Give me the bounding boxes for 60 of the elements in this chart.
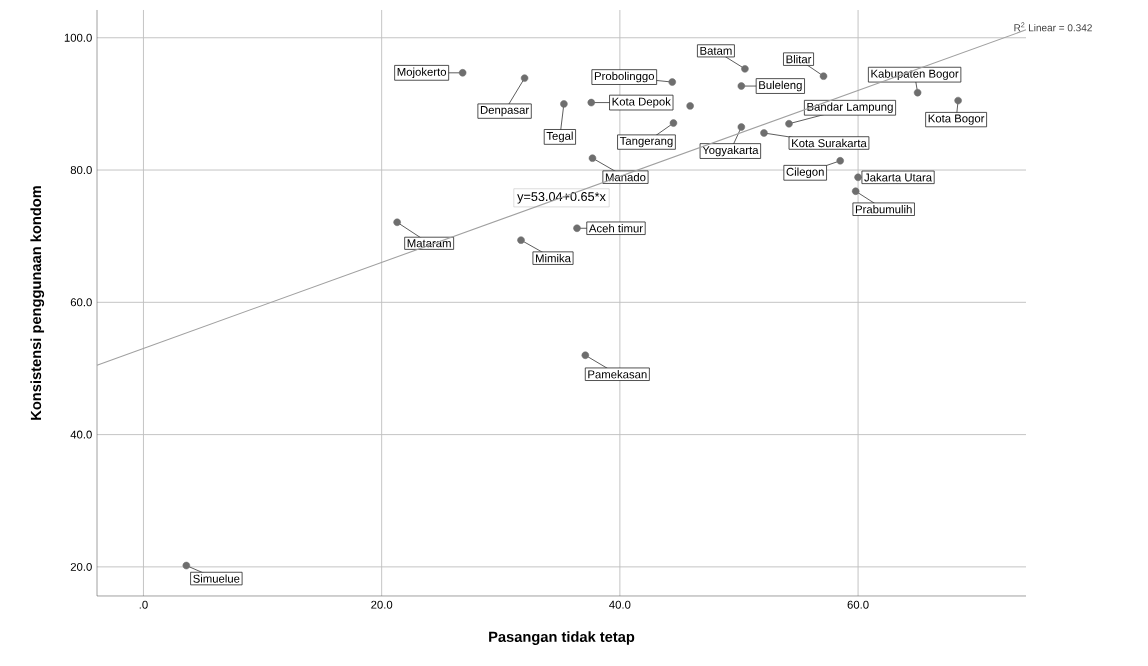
series-label: R$^{2}$ Linear = 0.342 bbox=[1014, 22, 1092, 32]
annotation: Kota Bogor bbox=[928, 114, 985, 125]
annotation: Bandar Lampung bbox=[807, 102, 893, 114]
y-axis-title: Konsistensi penggunaan kondom bbox=[30, 186, 45, 420]
point bbox=[760, 129, 768, 137]
point bbox=[587, 98, 596, 107]
annotation: Probolinggo bbox=[594, 71, 655, 83]
point bbox=[182, 561, 191, 570]
point bbox=[393, 218, 401, 227]
y-tick-label: 100.0 bbox=[64, 33, 92, 42]
y-tick-label: 20.0 bbox=[70, 562, 92, 571]
point bbox=[669, 119, 678, 127]
annotation: Blitar bbox=[786, 54, 812, 64]
point bbox=[836, 157, 844, 165]
annotation: Manado bbox=[605, 172, 646, 182]
annotation: Denpasar bbox=[480, 106, 529, 117]
point bbox=[581, 351, 590, 359]
x-tick-label: 20.0 bbox=[371, 600, 393, 609]
annotation: Simuelue bbox=[193, 574, 240, 583]
point bbox=[517, 236, 525, 244]
point bbox=[737, 123, 746, 131]
point bbox=[520, 74, 529, 82]
point bbox=[851, 187, 860, 195]
point bbox=[560, 100, 568, 108]
point bbox=[458, 69, 467, 77]
point bbox=[785, 120, 793, 128]
annotation: Cilegon bbox=[786, 167, 824, 179]
annotation: Tangerang bbox=[619, 137, 673, 148]
annotation: Aceh timur bbox=[588, 224, 643, 233]
point bbox=[819, 72, 828, 80]
annotation: Prabumulih bbox=[855, 205, 912, 214]
annotation: Pamekasan bbox=[588, 370, 647, 379]
point bbox=[913, 88, 922, 97]
annotation: Kabupaten Bogor bbox=[871, 69, 959, 80]
point bbox=[954, 96, 962, 105]
x-tick-label: .0 bbox=[139, 600, 148, 609]
x-axis-title: Pasangan tidak tetap bbox=[489, 631, 635, 645]
point bbox=[686, 102, 694, 110]
annotation: Batam bbox=[700, 46, 732, 55]
annotation: Mojokerto bbox=[397, 67, 447, 79]
point bbox=[741, 65, 749, 73]
point bbox=[668, 78, 677, 86]
point bbox=[588, 154, 597, 162]
point bbox=[573, 224, 581, 232]
annotation: Tegal bbox=[546, 131, 573, 143]
annotation: Kota Surakarta bbox=[792, 138, 867, 148]
annotation: Mimika bbox=[535, 253, 571, 263]
annotation: Jakarta Utara bbox=[864, 173, 933, 182]
x-tick-label: 40.0 bbox=[609, 600, 631, 609]
x-tick-label: 60.0 bbox=[847, 600, 869, 609]
annotation: Kota Depok bbox=[612, 97, 671, 108]
point bbox=[854, 173, 862, 182]
y-tick-label: 60.0 bbox=[70, 298, 92, 307]
annotation: y=53.04+0.65*x bbox=[517, 192, 606, 204]
y-tick-label: 80.0 bbox=[70, 166, 92, 175]
point bbox=[737, 82, 746, 90]
y-tick-label: 40.0 bbox=[70, 430, 92, 439]
annotation: Buleleng bbox=[759, 80, 802, 92]
annotation: Mataram bbox=[407, 239, 451, 248]
annotation: Yogyakarta bbox=[702, 145, 759, 157]
